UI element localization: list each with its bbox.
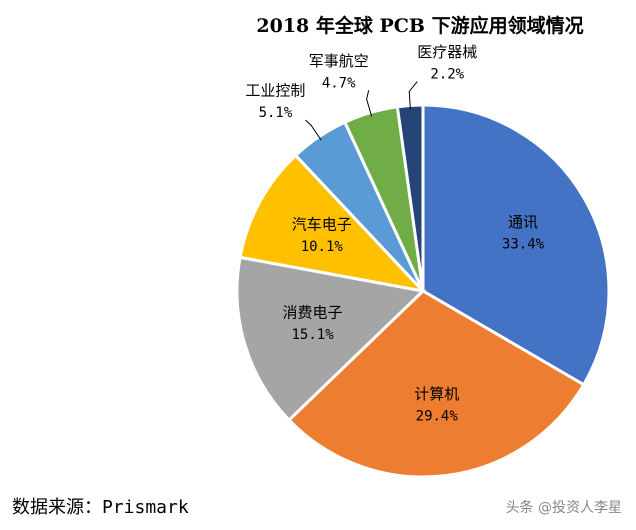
pie-slice [286,289,586,479]
chart-title: 2018 年全球 PCB 下游应用领域情况 [256,14,583,37]
slice-label: 消费电子 [283,304,343,322]
slice-label: 汽车电子 [292,215,352,233]
slice-value-label: 5.1% [259,105,293,121]
slice-label: 工业控制 [245,82,305,100]
slice-label: 计算机 [414,385,459,403]
slice-label: 军事航空 [309,52,369,70]
watermark: 头条 @投资人李星 [506,499,622,516]
slice-value-label: 10.1% [301,239,344,255]
slice-value-label: 15.1% [291,327,334,343]
pie-slice [421,103,611,387]
slice-label: 医疗器械 [417,43,477,61]
slice-value-label: 2.2% [430,67,464,83]
source-note: 数据来源：Prismark [12,497,189,518]
pie-slice [235,255,427,423]
slice-value-label: 33.4% [502,237,545,253]
leader-line [305,119,322,141]
slice-value-label: 29.4% [416,408,459,424]
slice-label: 通讯 [508,213,538,231]
leader-line [408,81,418,110]
pie-slice [238,153,428,294]
leader-line [366,90,373,117]
slice-value-label: 4.7% [322,75,356,91]
